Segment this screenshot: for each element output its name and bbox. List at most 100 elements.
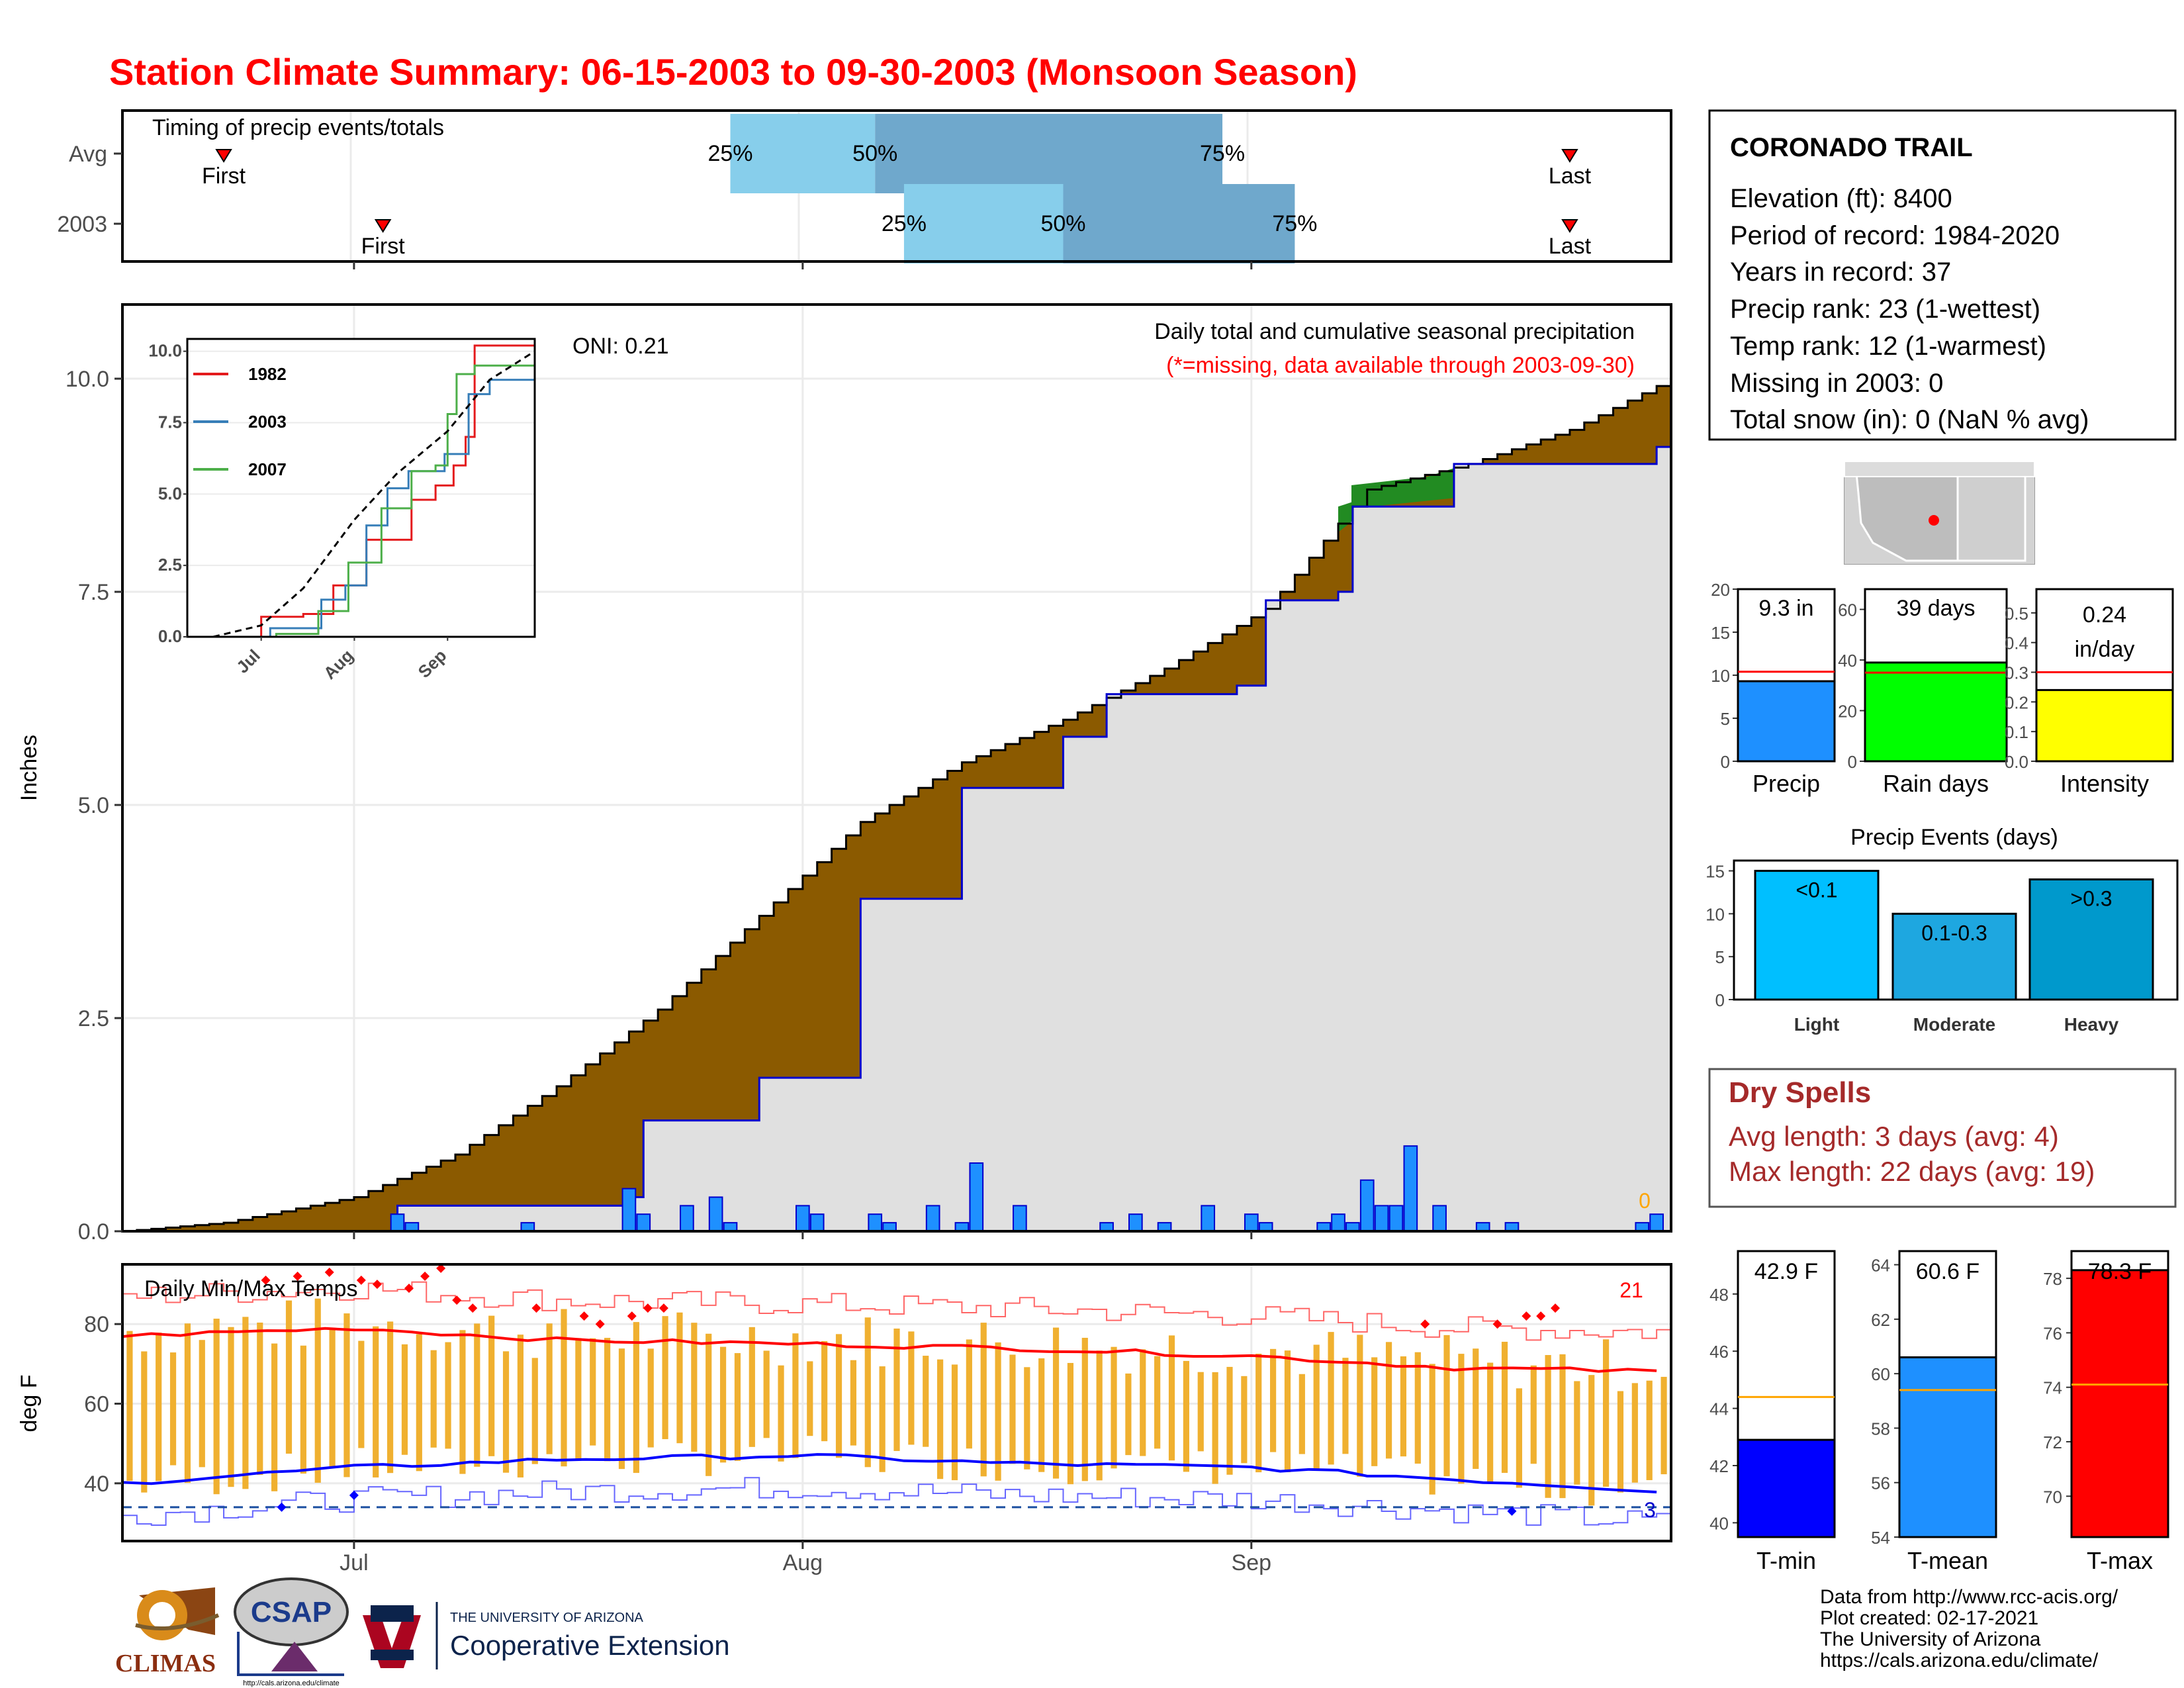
daily-temp-bar bbox=[1646, 1380, 1653, 1480]
summary-y-tick-label: 20 bbox=[1838, 702, 1857, 722]
summary-y-tick-label: 0.4 bbox=[2005, 633, 2028, 653]
daily-temp-bar bbox=[1473, 1348, 1479, 1469]
footer-line: The University of Arizona bbox=[1820, 1628, 2041, 1650]
daily-temp-bar bbox=[1487, 1362, 1494, 1483]
daily-temp-bar bbox=[531, 1358, 538, 1464]
temp-summary-name: T-min bbox=[1756, 1547, 1816, 1574]
oni-label: ONI: 0.21 bbox=[572, 334, 669, 359]
timing-first-label: First bbox=[361, 234, 406, 259]
event-bar bbox=[2028, 878, 2154, 1001]
daily-temp-bar bbox=[705, 1333, 712, 1476]
y-tick-label: 40 bbox=[84, 1472, 109, 1497]
summary-bar bbox=[1737, 680, 1836, 763]
x-tick-label: Aug bbox=[783, 1550, 823, 1575]
precip-subtitle: Daily total and cumulative seasonal prec… bbox=[1154, 319, 1635, 344]
daily-temp-bar bbox=[474, 1323, 480, 1467]
summary-bar-name: Intensity bbox=[2060, 770, 2149, 797]
temp-summary-y-tick-label: 58 bbox=[1871, 1419, 1890, 1438]
daily-temp-bar bbox=[835, 1334, 842, 1458]
dry-spells-title: Dry Spells bbox=[1729, 1076, 1871, 1109]
record-high-marker bbox=[356, 1276, 366, 1286]
daily-temp-bar bbox=[358, 1340, 365, 1448]
y-tick-label: 0.0 bbox=[78, 1219, 109, 1244]
footer-credits: Data from http://www.rcc-acis.org/ Plot … bbox=[1820, 1586, 2118, 1671]
daily-temp-bar bbox=[1661, 1376, 1667, 1475]
summary-y-tick-label: 60 bbox=[1838, 600, 1857, 620]
daily-temp-bar bbox=[285, 1300, 293, 1454]
event-bar-label: 0.1-0.3 bbox=[1921, 921, 1987, 945]
daily-temp-bar bbox=[618, 1348, 625, 1470]
daily-temp-bar bbox=[647, 1348, 654, 1448]
temp-summary-value-label: 42.9 F bbox=[1754, 1259, 1818, 1284]
daily-temp-bar bbox=[1342, 1358, 1349, 1454]
summary-y-tick-label: 0.5 bbox=[2005, 604, 2028, 624]
daily-temp-bar bbox=[387, 1321, 394, 1474]
csap-text: CSAP bbox=[251, 1596, 332, 1628]
timing-first-label: First bbox=[202, 164, 246, 189]
daily-temp-bar bbox=[1111, 1346, 1117, 1469]
record-high-marker bbox=[436, 1264, 446, 1274]
record-max-line bbox=[122, 1281, 1672, 1341]
daily-temp-bar bbox=[1501, 1341, 1508, 1474]
daily-temp-bar bbox=[1559, 1354, 1566, 1499]
daily-precip-bar bbox=[1331, 1213, 1345, 1233]
daily-temp-bar bbox=[1255, 1354, 1262, 1473]
missing-count: 0 bbox=[1639, 1189, 1651, 1213]
summary-y-tick-label: 0 bbox=[1848, 752, 1857, 772]
inset-y-tick-label: 0.0 bbox=[158, 626, 182, 646]
daily-temp-bar bbox=[864, 1317, 871, 1468]
daily-temp-bar bbox=[1328, 1332, 1334, 1465]
daily-temp-bar bbox=[373, 1326, 379, 1477]
above-average-area bbox=[1338, 468, 1454, 532]
temp-summary-y-tick-label: 64 bbox=[1871, 1256, 1890, 1276]
summary-y-tick-label: 5 bbox=[1721, 709, 1730, 729]
temp-summary-name: T-mean bbox=[1907, 1547, 1988, 1574]
summary-y-tick-label: 0.2 bbox=[2005, 692, 2028, 712]
dry-spells-avg: Avg length: 3 days (avg: 4) bbox=[1729, 1121, 2059, 1152]
daily-temp-bar bbox=[314, 1298, 321, 1483]
record-high-marker bbox=[420, 1272, 430, 1282]
daily-precip-bar bbox=[809, 1213, 825, 1233]
daily-temp-bar bbox=[763, 1350, 770, 1438]
temp-summary-y-tick-label: 70 bbox=[2043, 1487, 2062, 1507]
temp-summary-y-tick-label: 76 bbox=[2043, 1323, 2062, 1343]
daily-temp-bar bbox=[300, 1345, 306, 1474]
timing-bar-50-75 bbox=[1063, 184, 1295, 263]
events-y-tick-label: 0 bbox=[1715, 990, 1725, 1010]
event-bar-label: <0.1 bbox=[1796, 878, 1837, 902]
daily-temp-bar bbox=[1400, 1356, 1407, 1457]
daily-temp-bar bbox=[1429, 1364, 1435, 1495]
y-tick-label: 10.0 bbox=[66, 367, 109, 392]
temp-summary-y-tick-label: 62 bbox=[1871, 1310, 1890, 1330]
timing-panel: 25% 50% 75% First Last 25% 50% 75% First Last Tim… bbox=[57, 109, 1672, 263]
daily-temp-bar bbox=[792, 1333, 799, 1458]
daily-temp-bar bbox=[1298, 1374, 1305, 1454]
events-y-tick-label: 5 bbox=[1715, 947, 1725, 967]
daily-temp-bar bbox=[1357, 1335, 1363, 1477]
daily-temp-bar bbox=[213, 1319, 220, 1495]
inset-average-line bbox=[212, 350, 535, 638]
summary-value-label: in/day bbox=[2075, 637, 2135, 662]
daily-temp-bar bbox=[1458, 1354, 1465, 1484]
average-min-line bbox=[122, 1453, 1657, 1494]
y-tick-label: 80 bbox=[84, 1312, 109, 1337]
daily-temp-bar bbox=[271, 1343, 278, 1491]
daily-temp-bar bbox=[1371, 1357, 1378, 1466]
daily-temp-bar bbox=[1270, 1348, 1277, 1452]
daily-temp-bar bbox=[951, 1364, 958, 1481]
daily-precip-bar bbox=[680, 1205, 694, 1233]
daily-temp-bar bbox=[126, 1331, 133, 1481]
temp-summary-value-label: 78.3 F bbox=[2088, 1259, 2152, 1284]
record-high-marker bbox=[1522, 1311, 1531, 1321]
daily-temp-bar bbox=[1038, 1358, 1045, 1472]
daily-temp-bar bbox=[184, 1323, 191, 1483]
timing-p75-label: 75% bbox=[1272, 211, 1317, 236]
temp-summary-frame bbox=[1737, 1250, 1836, 1538]
daily-precip-bar bbox=[390, 1213, 405, 1233]
record-high-marker bbox=[643, 1303, 653, 1313]
daily-temp-bar bbox=[923, 1356, 929, 1447]
temp-summary-y-tick-label: 60 bbox=[1871, 1364, 1890, 1384]
daily-temp-bar bbox=[821, 1340, 828, 1442]
temp-summary-y-tick-label: 78 bbox=[2043, 1269, 2062, 1289]
record-high-marker bbox=[404, 1284, 414, 1293]
